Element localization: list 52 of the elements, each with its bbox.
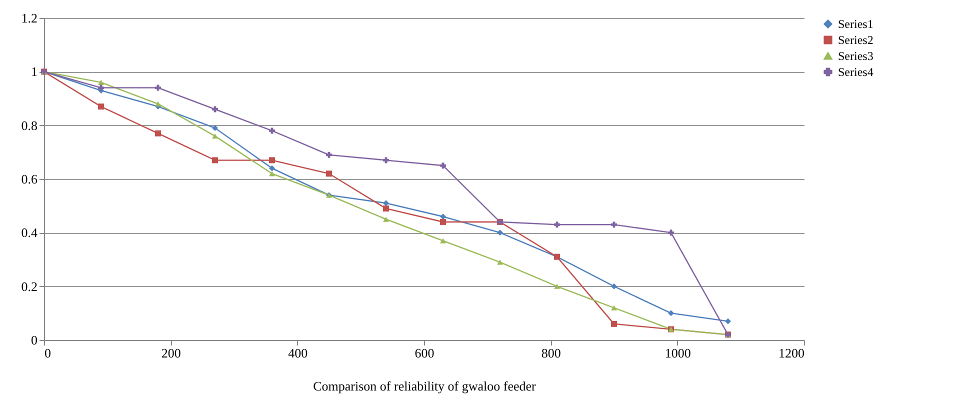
point: [383, 157, 389, 164]
point: [668, 230, 674, 236]
point: [554, 222, 560, 228]
point: [212, 157, 218, 164]
point: [440, 218, 446, 225]
point: [155, 101, 161, 106]
legend-label: Series3: [838, 49, 874, 63]
x-tick-label: 800: [541, 346, 561, 360]
point: [269, 171, 275, 176]
point: [269, 128, 275, 134]
point: [383, 216, 389, 222]
y-tick-label: 0.4: [21, 225, 38, 240]
point: [326, 170, 332, 177]
point: [497, 260, 503, 265]
point: [497, 230, 503, 236]
point: [611, 222, 617, 228]
x-tick-label: 0: [44, 346, 51, 360]
point: [611, 320, 617, 327]
x-axis-title: Comparison of reliability of gwaloo feeder: [313, 378, 537, 394]
point: [155, 84, 161, 91]
y-tick-label: 0.6: [21, 172, 38, 186]
point: [98, 84, 104, 91]
point: [668, 310, 674, 316]
point: [725, 318, 731, 324]
point: [383, 206, 389, 212]
x-tick-label: 1000: [664, 346, 691, 360]
point: [269, 165, 275, 172]
y-tick-label: 0.2: [21, 278, 38, 294]
point: [611, 283, 617, 290]
y-tick-label: 0.8: [21, 118, 38, 133]
x-tick-label: 1200: [778, 346, 804, 360]
point: [440, 238, 446, 244]
x-tick-label: 200: [161, 346, 181, 360]
point: [269, 157, 275, 164]
point: [611, 305, 617, 310]
legend-label: Series4: [838, 65, 874, 79]
point: [155, 130, 161, 136]
point: [98, 80, 104, 85]
y-tick-label: 0: [31, 332, 38, 348]
point: [98, 104, 104, 110]
point: [440, 162, 446, 169]
x-tick-label: 400: [288, 346, 308, 360]
y-tick-label: 1: [31, 64, 38, 80]
point: [212, 106, 218, 112]
y-tick-label: 1.2: [21, 10, 38, 26]
point: [326, 152, 332, 158]
legend-label: Series2: [838, 33, 874, 47]
point: [212, 133, 218, 139]
point: [212, 125, 218, 132]
legend-label: Series1: [838, 17, 874, 31]
point: [554, 284, 560, 289]
x-tick-label: 600: [414, 346, 434, 360]
